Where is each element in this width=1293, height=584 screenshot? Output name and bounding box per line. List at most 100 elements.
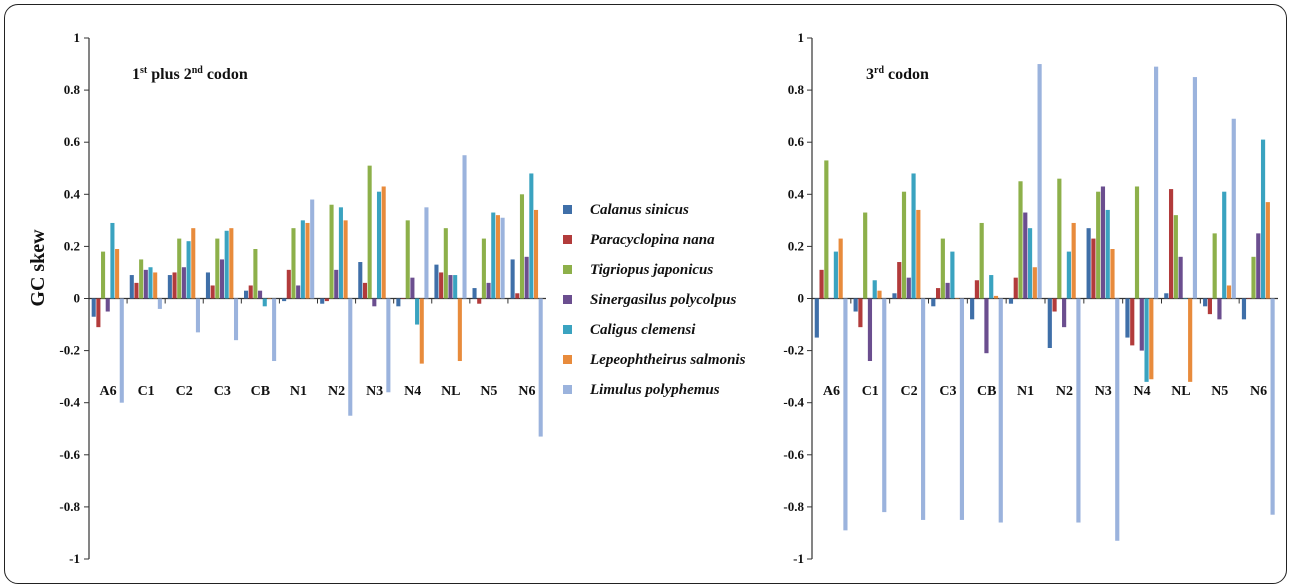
y-tick-label: -0.6 bbox=[783, 447, 804, 462]
y-tick-label: 0.4 bbox=[788, 186, 805, 201]
legend-swatch bbox=[563, 355, 572, 364]
bar-n2-series-6 bbox=[343, 220, 348, 299]
bar-cb-series-4 bbox=[258, 290, 263, 299]
bar-nl-series-1 bbox=[1164, 293, 1169, 299]
x-category-label: N1 bbox=[290, 384, 307, 399]
bar-cb-series-2 bbox=[974, 280, 979, 299]
legend-label: Sinergasilus polycolpus bbox=[590, 292, 736, 308]
bar-a6-series-3 bbox=[824, 160, 829, 299]
bar-c3-series-5 bbox=[224, 230, 229, 299]
bar-n2-series-7 bbox=[1076, 298, 1081, 523]
y-tick-label: 0.8 bbox=[64, 82, 81, 97]
bar-n4-series-1 bbox=[1125, 298, 1130, 338]
bar-n4-series-6 bbox=[1149, 298, 1154, 380]
bar-a6-series-5 bbox=[833, 251, 838, 299]
bar-n1-series-3 bbox=[1018, 181, 1023, 299]
bar-c2-series-4 bbox=[906, 277, 911, 299]
bar-c2-series-6 bbox=[916, 209, 921, 299]
bar-n5-series-5 bbox=[1222, 191, 1227, 299]
bar-nl-series-4 bbox=[1178, 256, 1183, 299]
bar-n6-series-3 bbox=[519, 194, 525, 299]
bar-n1-series-6 bbox=[305, 222, 310, 299]
bar-n4-series-5 bbox=[1144, 298, 1149, 382]
bar-n6-series-6 bbox=[533, 209, 539, 299]
bar-c1-series-5 bbox=[872, 280, 877, 299]
legend-label: Lepeophtheirus salmonis bbox=[589, 352, 746, 368]
x-category-label: N2 bbox=[328, 384, 345, 399]
bar-n6-series-5 bbox=[1260, 139, 1266, 299]
x-category-label: C1 bbox=[862, 384, 879, 399]
bar-c3-series-5 bbox=[950, 251, 955, 299]
x-category-label: N3 bbox=[1095, 384, 1112, 399]
bar-n3-series-7 bbox=[1115, 298, 1120, 541]
x-category-label: CB bbox=[251, 384, 270, 399]
bar-a6-series-3 bbox=[101, 251, 106, 299]
x-category-label: A6 bbox=[99, 384, 116, 399]
legend-swatch bbox=[563, 265, 572, 274]
legend-label: Limulus polyphemus bbox=[589, 382, 720, 398]
bar-a6-series-2 bbox=[819, 269, 824, 299]
bar-cb-series-5 bbox=[262, 298, 267, 307]
bar-c3-series-3 bbox=[215, 238, 220, 299]
bar-c2-series-3 bbox=[177, 238, 182, 299]
bar-n3-series-5 bbox=[1105, 209, 1110, 299]
bar-nl-series-3 bbox=[443, 228, 448, 299]
y-tick-label: -0.6 bbox=[59, 447, 80, 462]
bar-c3-series-4 bbox=[945, 282, 950, 299]
x-category-label: CB bbox=[977, 384, 996, 399]
legend-label: Caligus clemensi bbox=[590, 322, 696, 338]
bar-n4-series-7 bbox=[424, 207, 429, 299]
bar-n3-series-4 bbox=[1100, 186, 1106, 299]
panel-title: 3rd codon bbox=[866, 65, 929, 83]
y-tick-label: 0.6 bbox=[788, 134, 805, 149]
bar-a6-series-6 bbox=[115, 249, 120, 299]
bar-c1-series-7 bbox=[882, 298, 887, 513]
bar-n1-series-1 bbox=[1008, 298, 1014, 304]
bar-n2-series-3 bbox=[1057, 178, 1062, 299]
bar-n4-series-2 bbox=[401, 298, 406, 299]
panel-codon-1-2: 1 0.8 0.6 0.4 0.2 0 -0.2 -0.4 -0.6 -0.8 -1 A6 C1 C2 C3… bbox=[59, 30, 546, 564]
bar-nl-series-4 bbox=[448, 275, 453, 299]
bar-c3-series-2 bbox=[210, 285, 215, 299]
bar-n3-series-7 bbox=[386, 298, 391, 393]
bar-c1-series-5 bbox=[148, 267, 153, 299]
bar-cb-series-1 bbox=[243, 290, 249, 299]
bar-n3-series-3 bbox=[367, 165, 372, 299]
bar-a6-series-6 bbox=[838, 238, 843, 299]
bar-n6-series-4 bbox=[524, 256, 529, 299]
bar-c1-series-3 bbox=[863, 212, 868, 299]
bar-n5-series-5 bbox=[491, 212, 496, 299]
x-category-label: N6 bbox=[518, 384, 535, 399]
bar-c1-series-3 bbox=[139, 259, 144, 299]
y-tick-label: -0.2 bbox=[783, 343, 804, 358]
y-tick-label: 0.2 bbox=[64, 238, 80, 253]
bar-n2-series-5 bbox=[1066, 251, 1071, 299]
x-category-label: N3 bbox=[366, 384, 383, 399]
bar-c2-series-2 bbox=[172, 272, 177, 299]
y-tick-label: 0.4 bbox=[64, 186, 81, 201]
bar-n5-series-2 bbox=[477, 298, 482, 304]
bar-c2-series-5 bbox=[186, 241, 191, 299]
y-tick-label: 0.6 bbox=[64, 134, 81, 149]
bar-cb-series-7 bbox=[272, 298, 277, 362]
bar-nl-series-7 bbox=[1192, 77, 1198, 299]
bar-c2-series-1 bbox=[892, 293, 897, 299]
legend-swatch bbox=[563, 295, 572, 304]
bar-cb-series-2 bbox=[248, 285, 253, 299]
bar-c3-series-7 bbox=[959, 298, 965, 520]
bar-c3-series-6 bbox=[955, 298, 960, 299]
bar-n2-series-7 bbox=[348, 298, 353, 416]
bar-nl-series-5 bbox=[453, 275, 458, 299]
y-tick-label: 1 bbox=[74, 30, 81, 45]
bar-n1-series-7 bbox=[1037, 64, 1042, 299]
y-tick-label: 1 bbox=[798, 30, 805, 45]
bar-c3-series-7 bbox=[233, 298, 239, 341]
bar-c3-series-2 bbox=[935, 288, 941, 299]
panel-title: 1st plus 2nd codon bbox=[132, 65, 248, 83]
legend-swatch bbox=[563, 325, 572, 334]
legend-label: Calanus sinicus bbox=[590, 202, 689, 218]
bar-n6-series-7 bbox=[538, 298, 543, 437]
bar-n6-series-4 bbox=[1256, 233, 1261, 299]
bar-c3-series-1 bbox=[205, 272, 210, 299]
bar-n5-series-1 bbox=[472, 288, 477, 299]
